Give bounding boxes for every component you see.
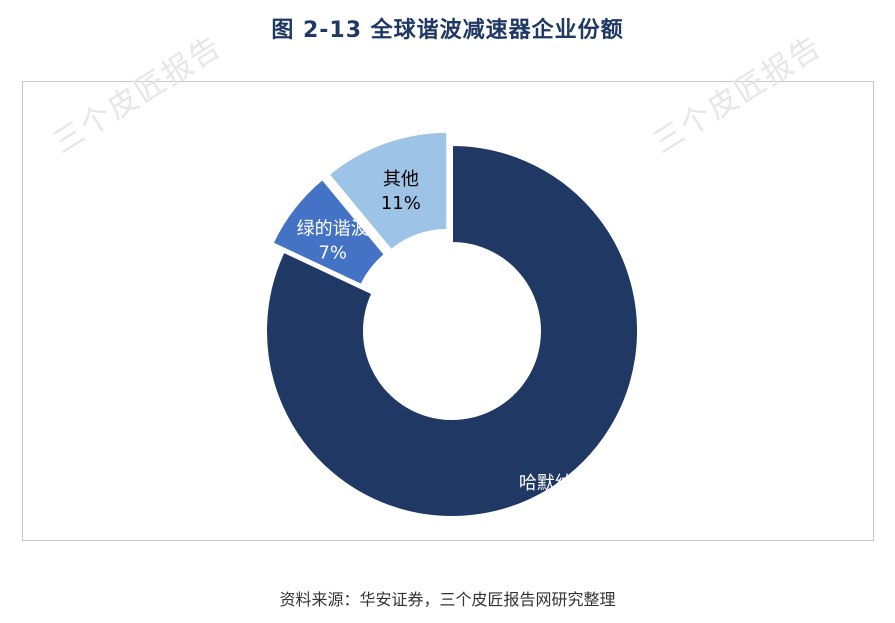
- chart-title: 图 2-13 全球谐波减速器企业份额: [271, 18, 624, 43]
- source-note: 资料来源：华安证券，三个皮匠报告网研究整理: [279, 590, 616, 609]
- slice-name-label: 其他: [383, 169, 419, 190]
- donut-labels: 哈默纳科 82% 绿的谐波 7% 其他 11%: [297, 169, 591, 518]
- slice-percent-label: 7%: [318, 242, 347, 263]
- slice-0: [265, 143, 639, 518]
- slice-percent-label: 11%: [381, 193, 421, 214]
- slice-name-label: 绿的谐波: [297, 218, 369, 239]
- slice-name-label: 哈默纳科: [519, 473, 591, 494]
- slice-percent-label: 82%: [535, 497, 575, 518]
- donut-slices: [265, 130, 639, 518]
- slice-2: [327, 130, 449, 252]
- slice-1: [271, 177, 387, 287]
